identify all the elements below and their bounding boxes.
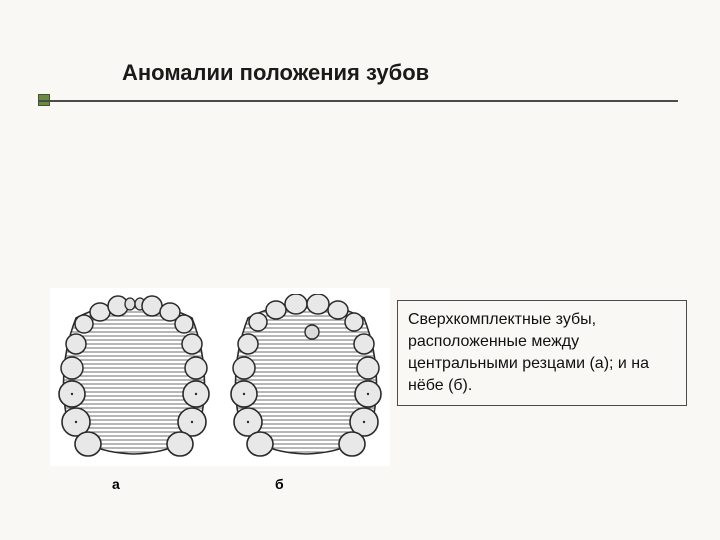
slide: Аномалии положения зубов xyxy=(0,0,720,540)
slide-title: Аномалии положения зубов xyxy=(122,60,429,86)
caption-box: Сверхкомплектные зубы, расположенные меж… xyxy=(397,300,687,406)
caption-text: Сверхкомплектные зубы, расположенные меж… xyxy=(408,311,649,394)
figure-labels: а б xyxy=(50,476,390,500)
figure-label-b: б xyxy=(275,476,284,492)
figure-area xyxy=(50,288,390,466)
dental-arch-a xyxy=(54,294,214,459)
dental-arch-b xyxy=(226,294,386,459)
figure-label-a: а xyxy=(112,476,120,492)
title-rule xyxy=(38,100,678,102)
